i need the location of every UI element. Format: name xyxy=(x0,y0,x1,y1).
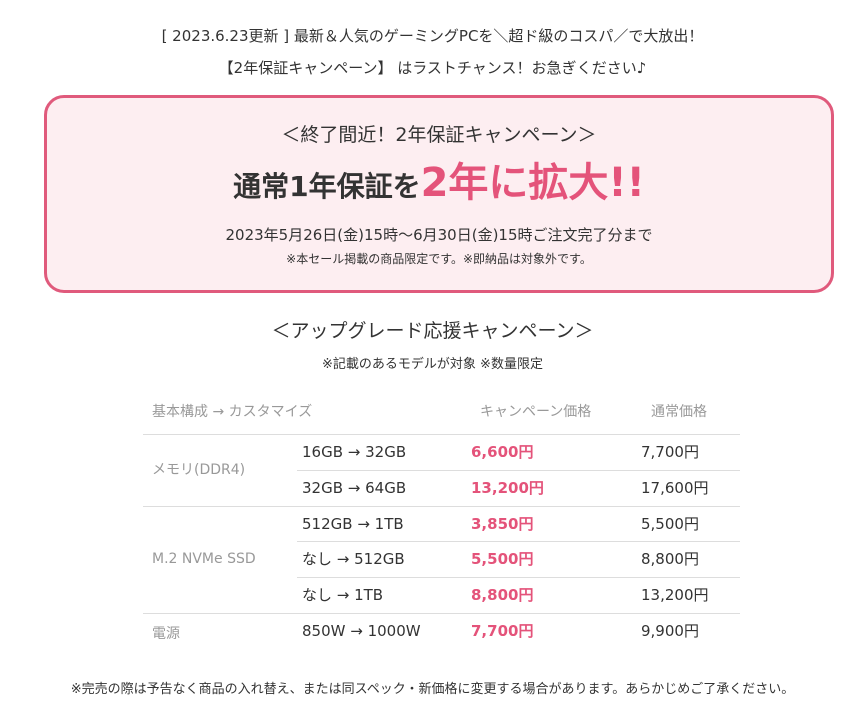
campaign-price: 3,850円 xyxy=(471,514,534,533)
spec-change: 32GB → 64GB xyxy=(302,478,407,497)
row-rule xyxy=(297,469,740,471)
group-label: 電源 xyxy=(152,625,180,642)
table-header: 基本構成 → カスタマイズ xyxy=(152,404,313,420)
headline-highlight: 2年に拡大!! xyxy=(420,160,645,206)
headline-prefix: 通常1年保証を xyxy=(233,170,421,203)
group-label: M.2 NVMe SSD xyxy=(152,551,256,568)
regular-price: 13,200円 xyxy=(641,586,709,605)
spec-change: なし → 512GB xyxy=(302,550,405,569)
banner-title: ＜終了間近！2年保証キャンペーン＞ xyxy=(281,124,597,146)
spec-change: 512GB → 1TB xyxy=(302,514,404,533)
header-line: [ 2023.6.23更新 ] 最新＆人気のゲーミングPCを＼超ド級のコスパ／で… xyxy=(161,27,704,45)
campaign-price: 5,500円 xyxy=(471,550,534,569)
campaign-price: 6,600円 xyxy=(471,442,534,461)
table-header: 通常価格 xyxy=(651,404,707,420)
spec-change: なし → 1TB xyxy=(302,586,384,605)
regular-price: 8,800円 xyxy=(641,550,699,569)
upgrade-title: ＜アップグレード応援キャンペーン＞ xyxy=(271,320,594,342)
banner-headline: 通常1年保証を2年に拡大!! xyxy=(47,158,831,212)
table-rule xyxy=(143,434,740,435)
header-line: 【2年保証キャンペーン】 はラストチャンス！お急ぎください♪ xyxy=(218,59,647,77)
row-rule xyxy=(297,541,740,543)
table-header: キャンペーン価格 xyxy=(480,404,592,420)
banner-note: ※本セール掲載の商品限定です。※即納品は対象外です。 xyxy=(286,252,592,266)
regular-price: 9,900円 xyxy=(641,621,699,640)
campaign-price: 8,800円 xyxy=(471,586,534,605)
spec-change: 850W → 1000W xyxy=(302,621,421,640)
regular-price: 17,600円 xyxy=(641,478,709,497)
footer-note: ※完売の際は予告なく商品の入れ替え、または同スペック・新価格に変更する場合があり… xyxy=(70,682,795,697)
group-rule xyxy=(143,505,740,507)
campaign-banner: ＜終了間近！2年保証キャンペーン＞ 通常1年保証を2年に拡大!! 2023年5月… xyxy=(44,95,834,293)
regular-price: 7,700円 xyxy=(641,442,699,461)
banner-period: 2023年5月26日(金)15時～6月30日(金)15時ご注文完了分まで xyxy=(225,226,653,244)
group-label: メモリ(DDR4) xyxy=(152,461,246,478)
regular-price: 5,500円 xyxy=(641,514,699,533)
row-rule xyxy=(297,577,740,579)
campaign-price: 13,200円 xyxy=(471,478,544,497)
campaign-price: 7,700円 xyxy=(471,621,534,640)
group-rule xyxy=(143,613,740,614)
upgrade-note: ※記載のあるモデルが対象 ※数量限定 xyxy=(322,357,543,372)
spec-change: 16GB → 32GB xyxy=(302,442,407,461)
